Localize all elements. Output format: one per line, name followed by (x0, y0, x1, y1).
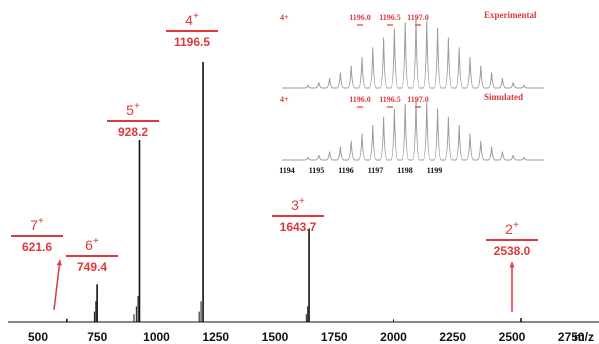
x-tick-label: 1750 (321, 330, 348, 344)
inset-tick-label: 1194 (279, 166, 295, 175)
peak-annotation: 5+ 928.2 (107, 101, 159, 139)
inset-tick-label: 1196 (338, 166, 354, 175)
x-tick-label: 2500 (499, 330, 526, 344)
inset-title: Simulated (484, 92, 523, 102)
peak-mz-label: 621.6 (22, 240, 52, 254)
peak-mz-label: 1643.7 (280, 220, 317, 234)
isotope-inset: 4+ Simulated 1196.0 1196.5 1197.0 1194 1195 119… (279, 92, 544, 175)
charge-state-label: 5+ (126, 101, 140, 118)
charge-state-label: 4+ (185, 11, 199, 28)
inset-tick-label: 1199 (427, 166, 443, 175)
isotope-trace (282, 99, 544, 161)
inset-tick-label: 1195 (309, 166, 325, 175)
peak-annotation: 2+ 2538.0 (486, 220, 538, 312)
inset-peak-label: 1196.5 (379, 13, 401, 22)
arrow-head (56, 260, 62, 266)
arrow-head (509, 262, 515, 268)
charge-state-label: 6+ (85, 236, 99, 253)
inset-peak-label: 1197.0 (407, 13, 429, 22)
inset-peak-label: 1196.5 (379, 95, 401, 104)
x-tick-label: 1000 (143, 330, 170, 344)
x-tick-label: 2250 (439, 330, 466, 344)
annotation-arrow (53, 259, 61, 311)
inset-peak-label: 1197.0 (407, 95, 429, 104)
inset-charge-label: 4+ (280, 13, 289, 22)
isotope-trace (282, 17, 544, 89)
inset-title: Experimental (484, 10, 537, 20)
inset-tick-label: 1197 (368, 166, 384, 175)
peak-annotation: 3+ 1643.7 (272, 196, 324, 234)
x-axis-label: m/z (574, 330, 594, 344)
charge-state-label: 7+ (30, 216, 44, 233)
peak-annotation: 6+ 749.4 (66, 236, 118, 274)
peak-annotation: 4+ 1196.5 (166, 11, 218, 49)
peak-mz-label: 928.2 (118, 125, 148, 139)
x-tick-label: 500 (28, 330, 48, 344)
inset-layer: 4+ Experimental 1196.0 1196.5 1197.0 4+ Simula… (279, 10, 544, 175)
peak-mz-label: 2538.0 (494, 244, 531, 258)
inset-peak-label: 1196.0 (349, 13, 371, 22)
inset-charge-label: 4+ (280, 95, 289, 104)
peak-annotation: 7+ 621.6 (11, 216, 63, 311)
x-tick-label: 750 (87, 330, 107, 344)
charge-state-label: 3+ (291, 196, 305, 213)
inset-tick-label: 1198 (397, 166, 413, 175)
spectrum-layer (66, 62, 522, 322)
peak-mz-label: 749.4 (77, 260, 107, 274)
inset-peak-label: 1196.0 (349, 95, 371, 104)
x-tick-label: 2000 (380, 330, 407, 344)
x-axis: 500 750 1000 1250 1500 1750 2000 2250 2500 2750 m… (8, 321, 599, 344)
isotope-inset: 4+ Experimental 1196.0 1196.5 1197.0 (280, 10, 544, 89)
x-tick-labels: 500 750 1000 1250 1500 1750 2000 2250 2500 2750 (28, 330, 585, 344)
x-tick-label: 1500 (262, 330, 289, 344)
x-tick-label: 1250 (202, 330, 229, 344)
peak-mz-label: 1196.5 (174, 35, 210, 49)
charge-state-label: 2+ (505, 220, 519, 237)
x-tick-label: 2750 (558, 330, 585, 344)
